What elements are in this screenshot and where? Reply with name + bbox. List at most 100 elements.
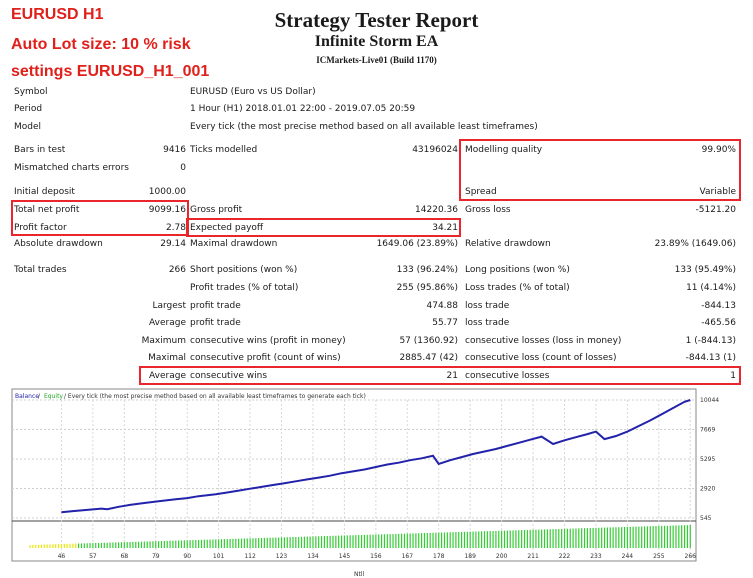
volume-bar [412,533,414,548]
volume-bar [478,531,480,548]
volume-bar [532,529,534,548]
volume-bar [186,540,188,548]
volume-bar [458,532,460,548]
x-tick-label: 266 [685,553,697,560]
mismatch-value: 0 [180,163,186,173]
volume-bar [420,533,423,548]
volume-bar [455,532,457,548]
x-tick-label: 134 [307,553,319,560]
volume-bar [349,535,351,548]
volume-bar [509,530,511,548]
volume-bar [83,543,85,548]
volume-bar [100,542,103,548]
volume-bar [498,530,500,548]
volume-bar [663,525,666,548]
period-value: 1 Hour (H1) 2018.01.01 22:00 - 2019.07.0… [190,104,416,114]
volume-bar [675,525,677,548]
volume-bar [275,537,277,548]
volume-bar [323,536,326,548]
volume-bar [558,528,560,548]
spread-value: Variable [699,187,736,197]
average-profit-value: 55.77 [432,318,458,328]
x-ticks: 46 57 68 79 90 101 112 123 134 145 156 167 178 189 200… [58,553,697,560]
volume-bar [120,542,123,548]
overlay-line-3: settings EURUSD_H1_001 [11,63,210,80]
volume-bar [46,544,48,548]
volume-bar [572,528,574,548]
volume-bar [563,528,566,548]
volume-bar [60,544,63,548]
volume-bar [555,529,557,548]
average-label: Average [149,318,186,328]
x-tick-label: 57 [89,553,97,560]
legend-balance: Balance [15,393,39,400]
volume-bar [32,544,34,548]
volume-bar [178,540,180,548]
volume-bar [589,528,591,548]
volume-bar [678,525,680,548]
volume-bar [269,537,271,548]
average-loss-label: loss trade [465,318,510,328]
maximum-label: Maximum [141,336,186,346]
volume-bar [318,536,320,548]
avg-wins-label: consecutive wins [190,371,268,381]
expected-payoff-value: 34.21 [432,223,458,233]
volume-bar [595,527,597,548]
avg-losses-label: consecutive losses [465,371,550,381]
volume-bar [306,536,308,548]
volume-bar [360,534,363,548]
volume-bar [501,530,503,548]
volume-bar [37,544,40,548]
ticks-value: 43196024 [412,145,458,155]
volume-bar [535,529,537,548]
volume-bar [118,542,120,548]
volume-bar [581,528,583,548]
avg-label: Average [149,371,186,381]
rel-drawdown-label: Relative drawdown [465,239,551,249]
volume-bar [463,531,466,548]
volume-bar [618,527,620,548]
volume-bar [138,541,140,548]
volume-bar [52,544,54,548]
x-tick-label: 233 [590,553,602,560]
volume-bar [355,535,357,548]
volume-bar [192,540,194,548]
volume-bar [472,531,474,548]
legend-sep: / [38,393,41,400]
x-tick-label: 90 [183,553,191,560]
volume-bar [103,542,105,548]
volume-bar [40,544,43,548]
volume-bar [372,534,374,548]
volume-bar [252,538,254,548]
volume-bar [380,534,383,548]
model-value: Every tick (the most precise method base… [190,122,538,132]
volume-bar [646,526,649,548]
volume-bar [652,526,654,548]
volume-bar [661,525,663,548]
volume-bar [512,530,514,548]
x-tick-label: 178 [433,553,445,560]
volume-bar [486,531,488,548]
quality-label: Modelling quality [465,145,543,155]
model-label: Model [14,122,42,132]
volume-bar [452,532,454,548]
volume-bar [232,538,234,548]
server-build: ICMarkets-Live01 (Build 1170) [316,55,437,65]
volume-bar [441,532,443,548]
volume-bar [543,529,546,548]
volume-bar [326,535,328,548]
volume-bar [260,537,263,548]
volume-bar [666,525,669,548]
max-drawdown-label: Maximal drawdown [190,239,278,249]
volume-bar [378,534,380,548]
y-tick-label: 545 [700,515,712,522]
symbol-label: Symbol [14,87,48,97]
maximal-profit-label: consecutive profit (count of wins) [190,353,341,363]
volume-bar [641,526,643,548]
volume-bar [400,533,403,548]
volume-bar [180,540,183,548]
legend-equity: Equity [44,393,63,400]
volume-bar [635,526,637,548]
volume-bar [523,530,526,548]
volume-bar [689,525,691,548]
